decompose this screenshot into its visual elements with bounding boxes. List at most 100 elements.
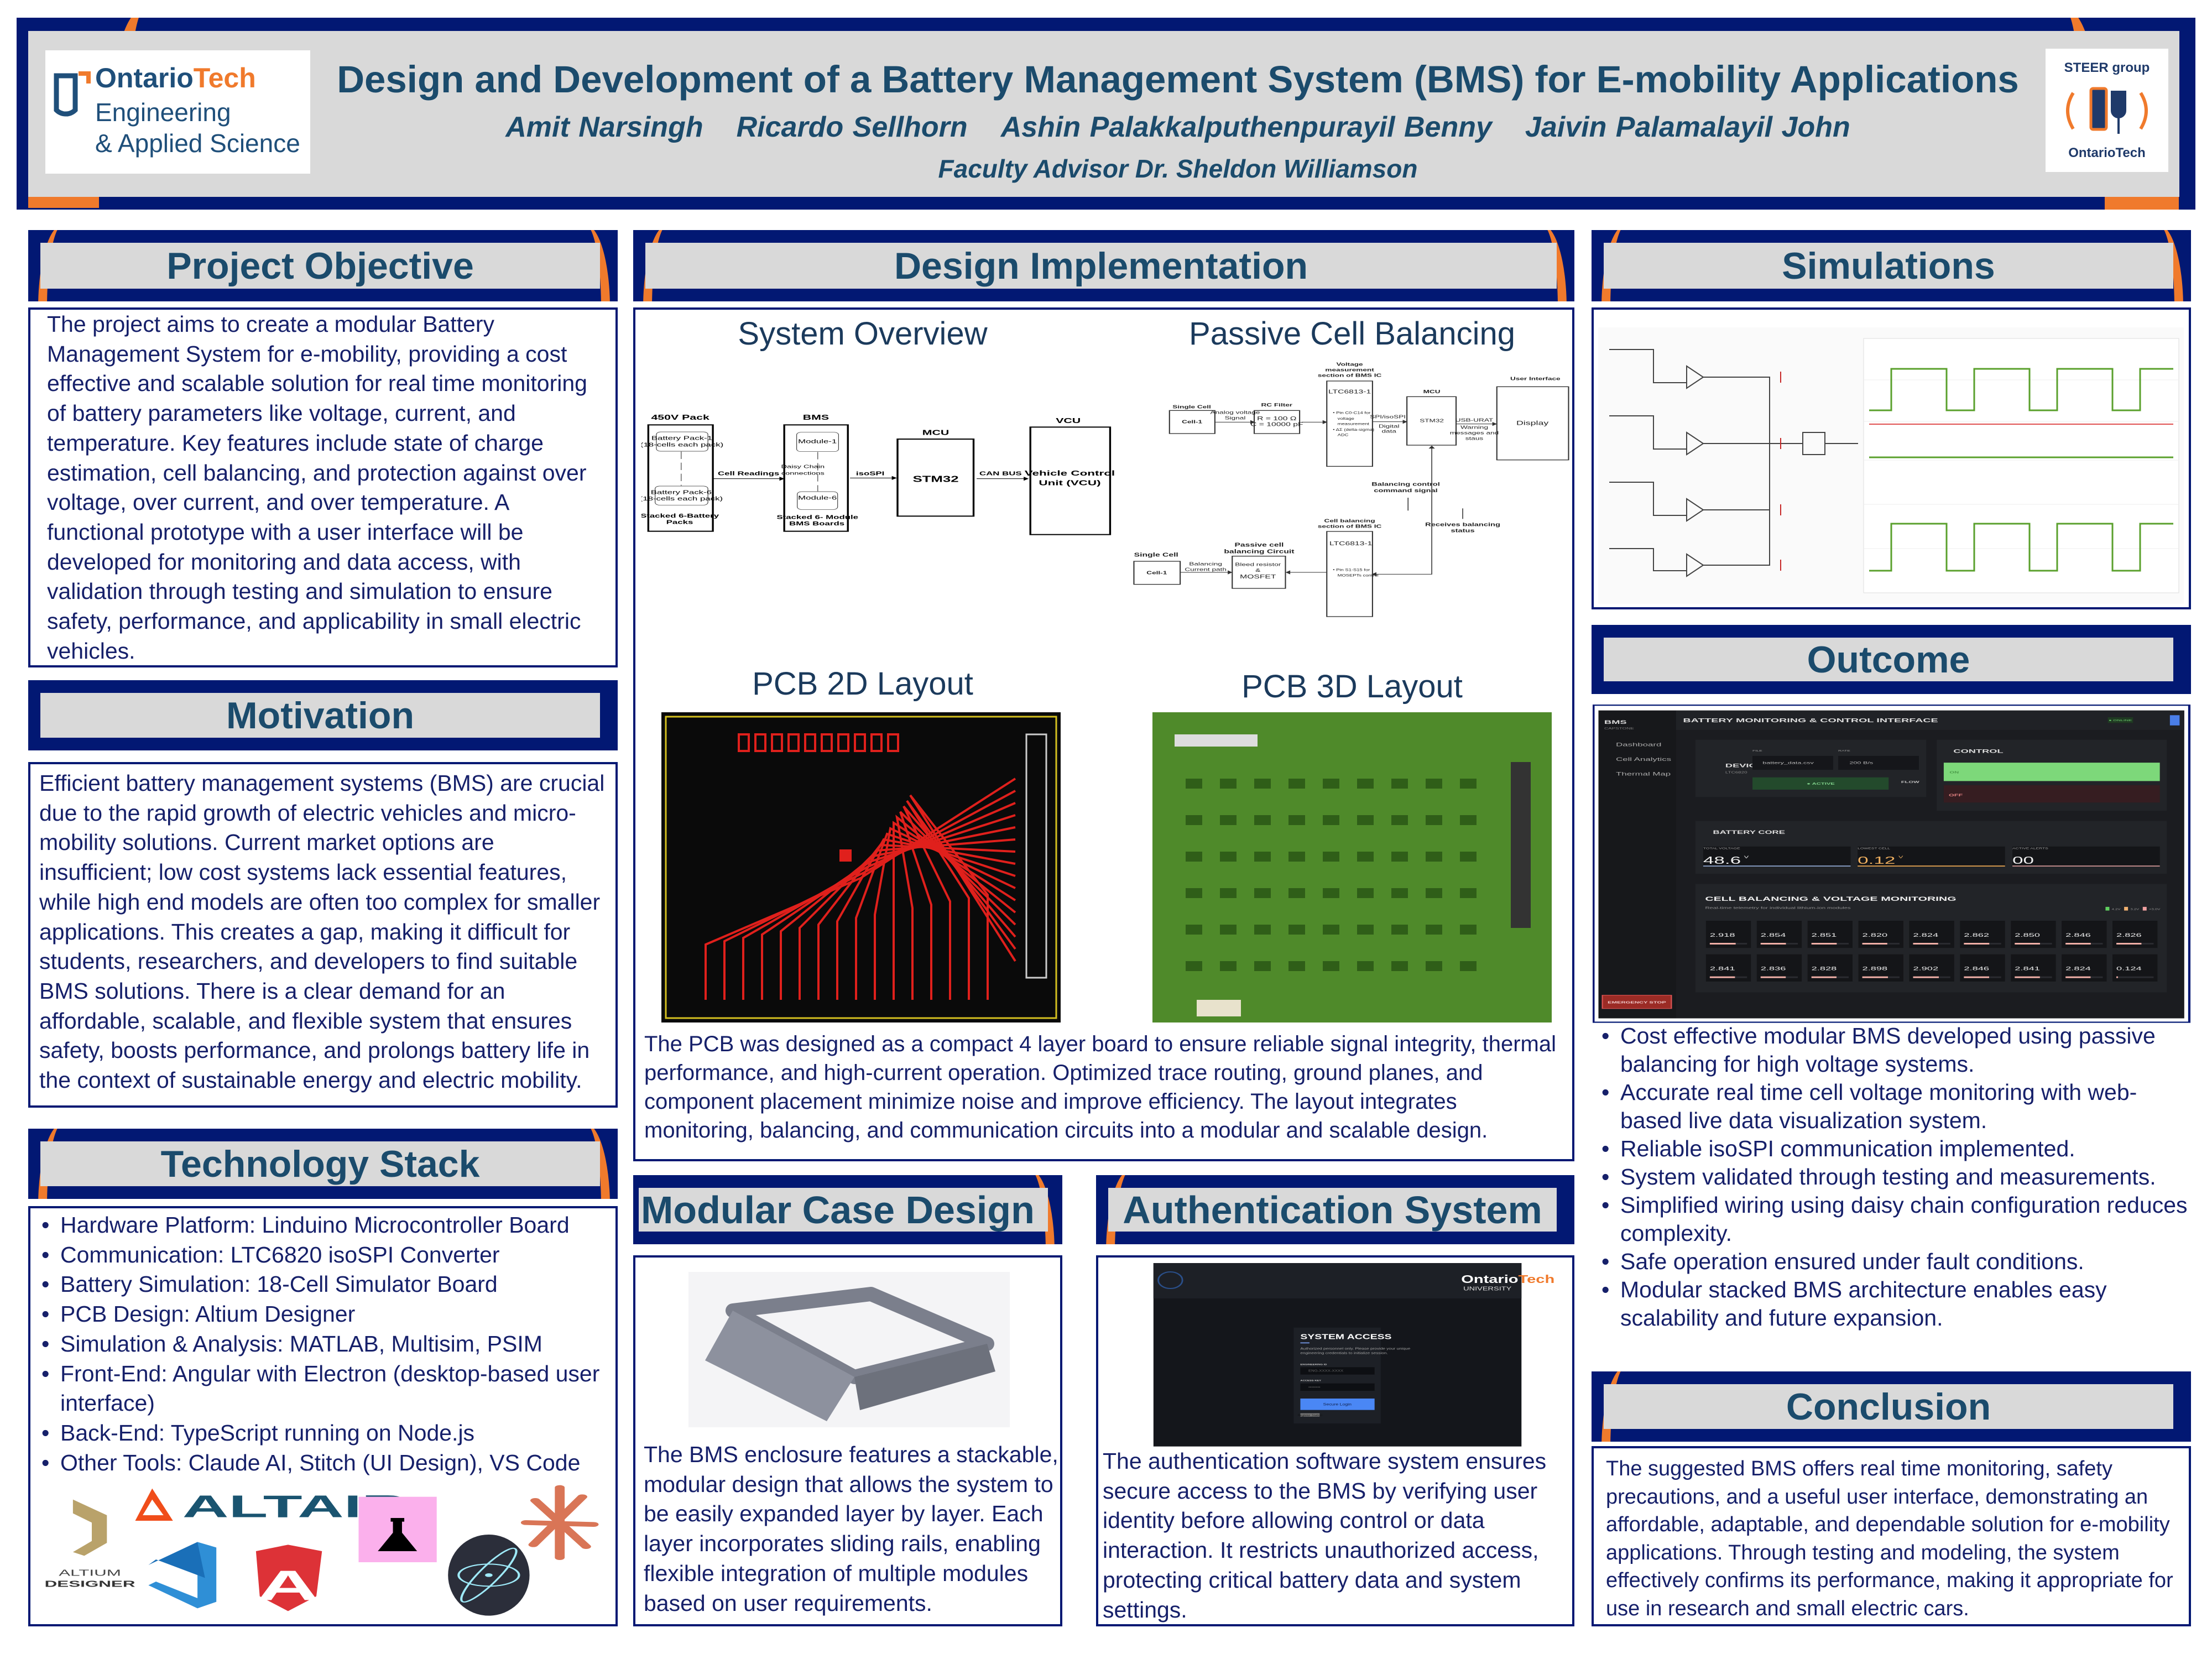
svg-text:DEVICE: DEVICE: [1725, 763, 1763, 769]
pcb-component: [1323, 779, 1339, 789]
battery-icon: [2089, 87, 2108, 131]
ontariotech-engineering-logo: OntarioTech Engineering & Applied Scienc…: [45, 50, 310, 174]
register-station-button[interactable]: [1300, 1413, 1320, 1417]
pcb-component: [1288, 815, 1305, 825]
project-objective-body: The project aims to create a modular Bat…: [28, 307, 618, 667]
svg-text:4.2V: 4.2V: [2112, 908, 2121, 911]
login-screen-image: OntarioTech UNIVERSITY SYSTEM ACCESS Aut…: [1153, 1263, 1554, 1447]
engineering-id-input[interactable]: [1300, 1367, 1375, 1375]
logo-brand-ontario: Ontario: [95, 62, 194, 93]
emergency-stop-button[interactable]: [1601, 995, 1672, 1009]
nav-cell-analytics[interactable]: Cell Analytics: [1616, 757, 1671, 762]
pcb-component: [1220, 779, 1237, 789]
svg-text:BMS: BMS: [803, 413, 829, 421]
svg-text:Analog voltage: Analog voltage: [1211, 410, 1260, 415]
access-key-input[interactable]: [1300, 1383, 1375, 1391]
svg-text:MOSEPTs control: MOSEPTs control: [1338, 573, 1379, 577]
pcb-component: [1426, 961, 1442, 971]
cell-voltage: 2.820: [1863, 932, 1888, 938]
svg-text:section of BMS IC: section of BMS IC: [1318, 373, 1381, 378]
cell-voltage: 2.918: [1710, 932, 1735, 938]
cell-bar-fill: [1964, 943, 1990, 945]
svg-text:Authorized personnel only. Ple: Authorized personnel only. Please provid…: [1300, 1348, 1410, 1351]
pcb-component: [1460, 888, 1477, 898]
active-button[interactable]: [1752, 777, 1889, 790]
svg-text:status: status: [1451, 528, 1475, 534]
pcb-pad: [887, 733, 899, 752]
stat-underline: [1703, 865, 1851, 867]
svg-text:(18-cells each pack): (18-cells each pack): [641, 495, 723, 502]
svg-text:Module-1: Module-1: [798, 438, 837, 445]
svg-text:• Pin S1-S15 for: • Pin S1-S15 for: [1333, 568, 1370, 572]
pcb-component: [1357, 925, 1374, 935]
pcb-component: [1323, 815, 1339, 825]
pcb-pad: [837, 733, 849, 752]
nav-dashboard[interactable]: Dashboard: [1616, 742, 1661, 748]
svg-text:Single Cell: Single Cell: [1172, 404, 1211, 409]
svg-text:Single Cell: Single Cell: [1134, 552, 1178, 558]
pcb-component: [1186, 815, 1202, 825]
svg-text:isoSPI: isoSPI: [856, 470, 884, 477]
off-button[interactable]: [1943, 785, 2160, 803]
cell-voltage: 2.862: [1964, 932, 1989, 938]
pcb-component: [1391, 815, 1408, 825]
section-header-outcome: Outcome: [1592, 625, 2191, 694]
pcb-component: [1288, 961, 1305, 971]
svg-text:&: &: [1255, 568, 1261, 573]
svg-text:MOSFET: MOSFET: [1240, 573, 1276, 580]
secure-login-button[interactable]: [1300, 1399, 1375, 1410]
pcb-component: [1186, 888, 1202, 898]
cell-bar-fill: [1709, 943, 1736, 945]
svg-text:Vehicle Control: Vehicle Control: [1025, 469, 1115, 477]
cell-voltage: 2.846: [1964, 966, 1989, 972]
pcb-component: [1186, 961, 1202, 971]
author: Ricardo Sellhorn: [736, 111, 968, 143]
svg-text:CAPSTONE: CAPSTONE: [1604, 727, 1634, 730]
cell-voltage: 2.826: [2116, 932, 2142, 938]
svg-text:Packs: Packs: [666, 519, 693, 525]
list-item: Modular stacked BMS architecture enables…: [1599, 1276, 2194, 1332]
stat-unit: V: [1898, 855, 1903, 859]
svg-text:(18-cells each pack): (18-cells each pack): [641, 441, 723, 448]
design-implementation-text: The PCB was designed as a compact 4 laye…: [644, 1032, 1557, 1142]
cell-voltage: 2.824: [1913, 932, 1938, 938]
nav-thermal-map[interactable]: Thermal Map: [1616, 771, 1671, 777]
pcb-component: [1254, 815, 1271, 825]
pcb-component: [1254, 888, 1271, 898]
pcb-component: [1288, 925, 1305, 935]
dashboard-sidebar: [1598, 710, 1676, 1019]
on-button[interactable]: [1943, 763, 2160, 781]
list-item: Simulation & Analysis: MATLAB, Multisim,…: [39, 1329, 610, 1359]
pcb-pad: [821, 733, 833, 752]
stat-value: 00: [2012, 855, 2034, 866]
cell-bar-fill: [2015, 943, 2040, 945]
pcb-pad: [854, 733, 866, 752]
svg-text:Register Station: Register Station: [1298, 1414, 1323, 1417]
cell-bar-fill: [1862, 943, 1887, 945]
pcb-component: [1391, 888, 1408, 898]
pcb-trace: [817, 843, 1016, 1000]
list-item: Communication: LTC6820 isoSPI Converter: [39, 1240, 610, 1270]
svg-text:STEER group: STEER group: [2064, 60, 2150, 75]
svg-text:Module-6: Module-6: [798, 494, 837, 501]
modular-case-text: The BMS enclosure features a stackable, …: [644, 1442, 1058, 1616]
pcb-component: [1288, 779, 1305, 789]
pcb-trace: [799, 838, 1016, 1000]
ontariotech-shield-icon: [54, 71, 91, 117]
section-title: Outcome: [1604, 638, 2173, 681]
section-header-technology-stack: Technology Stack: [28, 1129, 618, 1199]
svg-text:connections: connections: [781, 470, 825, 476]
svg-text:SYSTEM ACCESS: SYSTEM ACCESS: [1300, 1333, 1391, 1341]
stat-label: LOWEST CELL: [1858, 847, 1890, 850]
pcb-3d-layout-image: [1152, 712, 1552, 1022]
pcb-3d-title: PCB 3D Layout: [1241, 669, 1463, 705]
pcb-2d-layout-image: [661, 712, 1061, 1022]
svg-text:LTC6813-1: LTC6813-1: [1328, 389, 1371, 395]
list-item: Cost effective modular BMS developed usi…: [1599, 1022, 2194, 1078]
stat-readout: 0.12 V: [1858, 855, 1903, 866]
cell-voltage: 2.836: [1761, 966, 1786, 972]
circuit-schematic: [1609, 349, 1858, 577]
svg-text:ON: ON: [1949, 770, 1959, 774]
conclusion-body: The suggested BMS offers real time monit…: [1592, 1446, 2191, 1626]
technology-logos: ALTIUM DESIGNER ALTAIR A: [45, 1485, 599, 1616]
